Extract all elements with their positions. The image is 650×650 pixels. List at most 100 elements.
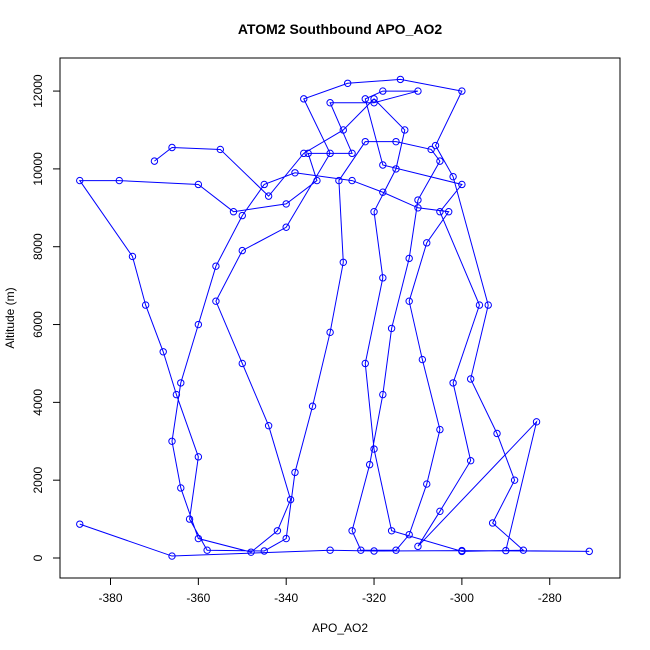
y-tick-label: 6000 bbox=[31, 311, 45, 338]
x-tick-label: -340 bbox=[274, 591, 298, 605]
data-point bbox=[493, 429, 501, 438]
data-point bbox=[361, 359, 369, 368]
data-point bbox=[361, 137, 369, 146]
y-tick-label: 10000 bbox=[31, 152, 45, 186]
data-point bbox=[343, 79, 352, 87]
data-point bbox=[532, 418, 541, 426]
data-point bbox=[519, 546, 528, 554]
data-point bbox=[260, 180, 268, 189]
x-axis-label: APO_AO2 bbox=[312, 621, 368, 635]
x-tick-label: -320 bbox=[362, 591, 386, 605]
data-point bbox=[361, 95, 369, 103]
data-point bbox=[185, 515, 194, 523]
data-point bbox=[379, 87, 387, 95]
data-point bbox=[423, 239, 431, 247]
data-point bbox=[216, 145, 225, 154]
data-point bbox=[436, 507, 444, 516]
data-point bbox=[308, 402, 317, 410]
data-point bbox=[427, 145, 435, 154]
data-point bbox=[194, 320, 203, 329]
data-point bbox=[238, 211, 246, 220]
data-point bbox=[168, 437, 176, 445]
y-axis-label: Altitude (m) bbox=[3, 287, 17, 348]
data-point bbox=[370, 99, 378, 107]
data-point bbox=[458, 180, 466, 189]
data-point bbox=[168, 552, 176, 560]
data-point bbox=[379, 390, 387, 399]
data-point bbox=[585, 547, 593, 556]
x-tick-label: -280 bbox=[538, 591, 562, 605]
data-point bbox=[339, 126, 347, 134]
data-point bbox=[247, 548, 255, 556]
data-point bbox=[466, 457, 475, 465]
data-point bbox=[357, 546, 365, 554]
y-tick-label: 4000 bbox=[31, 389, 45, 416]
data-point bbox=[326, 99, 334, 107]
data-point bbox=[300, 95, 308, 103]
data-point bbox=[348, 176, 356, 185]
data-point bbox=[379, 161, 387, 169]
data-point bbox=[484, 301, 492, 309]
data-point bbox=[115, 176, 123, 185]
data-point bbox=[488, 519, 497, 527]
data-point bbox=[282, 223, 290, 231]
data-point bbox=[405, 254, 413, 263]
data-point bbox=[414, 204, 422, 212]
data-point bbox=[414, 87, 422, 95]
data-point bbox=[172, 390, 181, 399]
data-point bbox=[379, 274, 387, 282]
data-point bbox=[458, 87, 466, 95]
data-point bbox=[475, 301, 484, 309]
data-point bbox=[304, 149, 312, 158]
data-point bbox=[150, 157, 159, 165]
data-point bbox=[348, 527, 356, 535]
data-point bbox=[212, 262, 220, 270]
data-point bbox=[339, 258, 347, 266]
y-tick-label: 2000 bbox=[31, 467, 45, 494]
data-point bbox=[370, 95, 378, 103]
data-point bbox=[392, 165, 400, 173]
data-point bbox=[370, 547, 378, 555]
data-point bbox=[405, 530, 413, 539]
data-point bbox=[212, 297, 220, 305]
data-point bbox=[370, 207, 378, 216]
data-point bbox=[510, 476, 519, 484]
data-point bbox=[141, 301, 150, 309]
data-point bbox=[436, 425, 444, 434]
data-point bbox=[282, 534, 290, 543]
data-point bbox=[177, 484, 185, 492]
data-point bbox=[260, 547, 268, 555]
data-point bbox=[194, 180, 203, 189]
data-point bbox=[203, 546, 211, 554]
data-point bbox=[414, 196, 422, 204]
data-point bbox=[401, 126, 409, 134]
data-point bbox=[264, 192, 273, 200]
data-point bbox=[286, 495, 295, 504]
data-point bbox=[423, 480, 431, 488]
data-point bbox=[405, 297, 413, 305]
x-tick-label: -300 bbox=[450, 591, 474, 605]
data-point bbox=[313, 176, 321, 185]
y-tick-label: 0 bbox=[31, 554, 45, 561]
data-point bbox=[291, 169, 299, 177]
y-tick-label: 12000 bbox=[31, 74, 45, 108]
data-point bbox=[194, 453, 203, 461]
chart-title: ATOM2 Southbound APO_AO2 bbox=[238, 21, 443, 37]
data-point bbox=[396, 75, 405, 84]
data-point bbox=[466, 375, 475, 383]
data-point bbox=[335, 176, 343, 185]
data-point bbox=[326, 546, 334, 554]
data-point bbox=[436, 157, 444, 165]
data-point bbox=[291, 468, 299, 477]
data-point bbox=[379, 188, 387, 196]
data-point bbox=[326, 149, 334, 158]
data-point bbox=[326, 328, 334, 337]
data-point bbox=[387, 324, 396, 333]
data-point bbox=[436, 207, 444, 216]
data-point bbox=[365, 460, 374, 469]
x-tick-label: -380 bbox=[98, 591, 122, 605]
data-point bbox=[300, 149, 308, 158]
data-point bbox=[418, 355, 427, 364]
data-line bbox=[78, 78, 590, 557]
